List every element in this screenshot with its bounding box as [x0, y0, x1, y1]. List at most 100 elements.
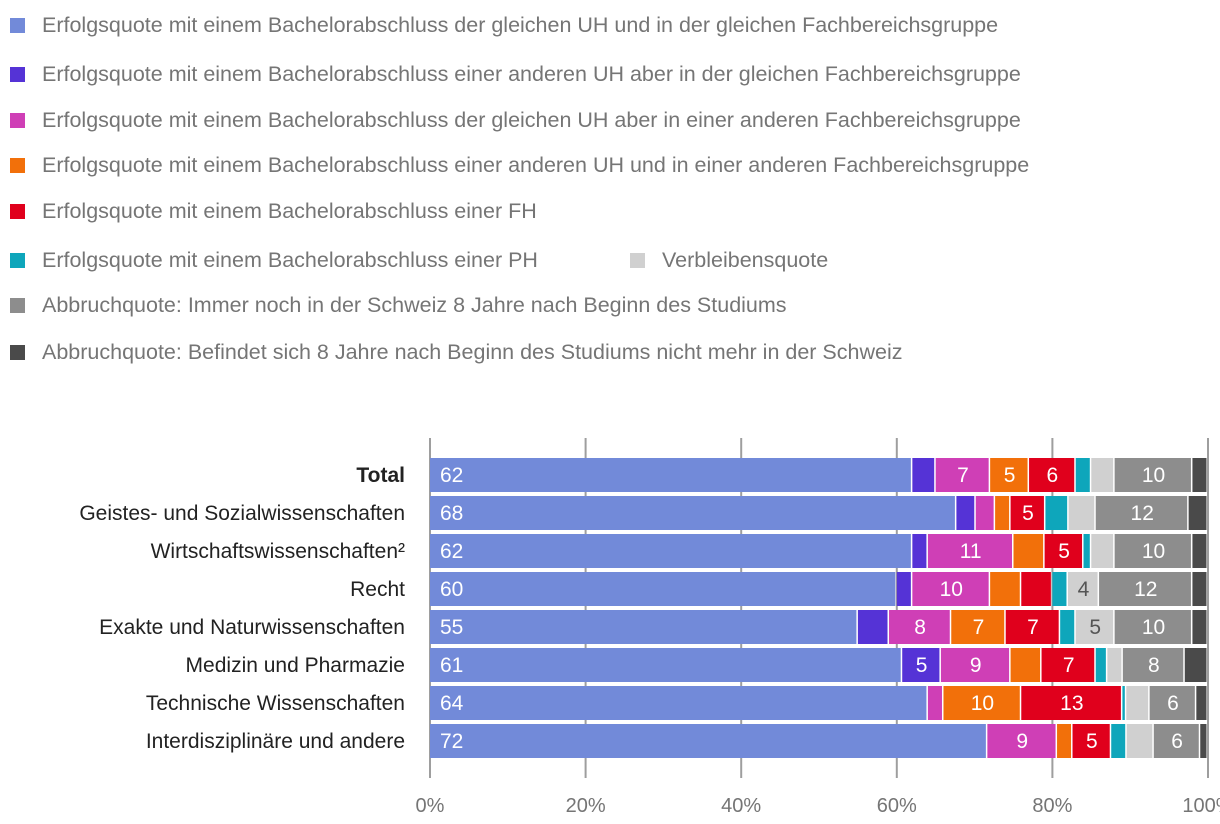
- bar-segment: [1060, 610, 1075, 644]
- data-label: 68: [440, 502, 463, 525]
- data-label: 4: [1078, 578, 1090, 601]
- bar-segment: [1095, 648, 1106, 682]
- category-label: Interdisziplinäre und andere: [146, 730, 405, 753]
- bar-segment: [1029, 458, 1075, 492]
- bar-segment: [975, 496, 994, 530]
- bar-segment: [1044, 534, 1083, 568]
- x-tick-label: 60%: [877, 795, 917, 817]
- bar-segment: [889, 610, 950, 644]
- bar-segment: [430, 724, 986, 758]
- bar-segment: [430, 686, 927, 720]
- data-label: 9: [970, 654, 982, 677]
- bar-segment: [430, 610, 857, 644]
- legend-swatch: [630, 252, 645, 268]
- bar-segment: [1196, 686, 1207, 720]
- bar-segment: [927, 686, 942, 720]
- legend-swatch: [10, 17, 25, 33]
- data-label: 6: [1167, 692, 1179, 715]
- bar-segment: [1045, 496, 1068, 530]
- bar-segment: [1067, 572, 1098, 606]
- legend-label: Erfolgsquote mit einem Bachelorabschluss…: [42, 198, 537, 223]
- legend-item: Abbruchquote: Immer noch in der Schweiz …: [10, 292, 787, 318]
- bar-segment: [1075, 610, 1114, 644]
- bar-segment: [1091, 534, 1114, 568]
- data-label: 6: [1047, 464, 1059, 487]
- bar-segment: [927, 534, 1012, 568]
- bar-segment: [1122, 648, 1184, 682]
- bar-segment: [430, 458, 911, 492]
- bar-segment: [1192, 610, 1207, 644]
- data-label: 61: [440, 654, 463, 677]
- bar-segment: [430, 572, 896, 606]
- bar-segment: [1083, 534, 1090, 568]
- legend-label: Erfolgsquote mit einem Bachelorabschluss…: [42, 61, 1021, 86]
- bar-segment: [1057, 724, 1072, 758]
- legend-label: Abbruchquote: Befindet sich 8 Jahre nach…: [42, 339, 903, 364]
- bar-segment: [1021, 686, 1121, 720]
- legend-item: Erfolgsquote mit einem Bachelorabschluss…: [10, 247, 538, 273]
- bar-segment: [935, 458, 989, 492]
- legend-item: Erfolgsquote mit einem Bachelorabschluss…: [10, 107, 1021, 133]
- data-label: 62: [440, 464, 463, 487]
- bar-segment: [1072, 724, 1110, 758]
- data-label: 12: [1134, 578, 1157, 601]
- legend-swatch: [10, 157, 25, 173]
- bar-segment: [951, 610, 1005, 644]
- legend-swatch: [10, 112, 25, 128]
- bar-segment: [896, 572, 911, 606]
- legend-label: Erfolgsquote mit einem Bachelorabschluss…: [42, 107, 1021, 132]
- legend-swatch: [10, 344, 25, 360]
- data-label: 7: [1063, 654, 1075, 677]
- bar-segment: [912, 458, 935, 492]
- data-label: 10: [1142, 616, 1165, 639]
- bar-segment: [1075, 458, 1090, 492]
- bar-segment: [1010, 648, 1041, 682]
- legend-item: Verbleibensquote: [630, 247, 828, 273]
- x-tick-label: 20%: [566, 795, 606, 817]
- data-label: 13: [1060, 692, 1083, 715]
- bar-segment: [1114, 458, 1191, 492]
- bar-segment: [987, 724, 1056, 758]
- legend-item: Erfolgsquote mit einem Bachelorabschluss…: [10, 152, 1029, 178]
- data-label: 10: [971, 692, 994, 715]
- legend-swatch: [10, 297, 25, 313]
- x-tick-label: 40%: [721, 795, 761, 817]
- legend-label: Abbruchquote: Immer noch in der Schweiz …: [42, 292, 787, 317]
- data-label: 5: [1086, 730, 1098, 753]
- bar-segment: [990, 458, 1028, 492]
- x-tick-label: 80%: [1032, 795, 1072, 817]
- bar-segment: [1013, 534, 1044, 568]
- data-label: 7: [973, 616, 985, 639]
- category-label: Exakte und Naturwissenschaften: [99, 616, 405, 639]
- legend-item: Erfolgsquote mit einem Bachelorabschluss…: [10, 12, 998, 38]
- category-label: Total: [356, 464, 405, 487]
- x-tick-label: 0%: [416, 795, 445, 817]
- data-label: 62: [440, 540, 463, 563]
- bar-segment: [990, 572, 1020, 606]
- legend-item: Erfolgsquote mit einem Bachelorabschluss…: [10, 61, 1021, 87]
- bar-segment: [1111, 724, 1126, 758]
- data-label: 7: [957, 464, 969, 487]
- data-label: 8: [1148, 654, 1160, 677]
- bar-segment: [1149, 686, 1195, 720]
- data-label: 5: [1022, 502, 1034, 525]
- bar-segment: [1052, 572, 1067, 606]
- bar-segment: [1114, 534, 1191, 568]
- bar-segment: [1107, 648, 1122, 682]
- x-tick-label: 100%: [1182, 795, 1220, 817]
- legend-label: Verbleibensquote: [662, 247, 829, 272]
- legend-swatch: [10, 252, 25, 268]
- data-label: 60: [440, 578, 463, 601]
- legend-label: Erfolgsquote mit einem Bachelorabschluss…: [42, 152, 1030, 177]
- bar-segment: [1005, 610, 1059, 644]
- bar-segment: [1010, 496, 1044, 530]
- data-label: 10: [1142, 464, 1165, 487]
- bar-segment: [1192, 572, 1207, 606]
- bar-segment: [1091, 458, 1114, 492]
- bar-segment: [912, 534, 927, 568]
- data-label: 5: [1058, 540, 1070, 563]
- category-label: Wirtschaftswissenschaften²: [151, 540, 405, 563]
- legend-label: Erfolgsquote mit einem Bachelorabschluss…: [42, 12, 999, 37]
- data-label: 12: [1131, 502, 1154, 525]
- legend-label: Erfolgsquote mit einem Bachelorabschluss…: [42, 247, 538, 272]
